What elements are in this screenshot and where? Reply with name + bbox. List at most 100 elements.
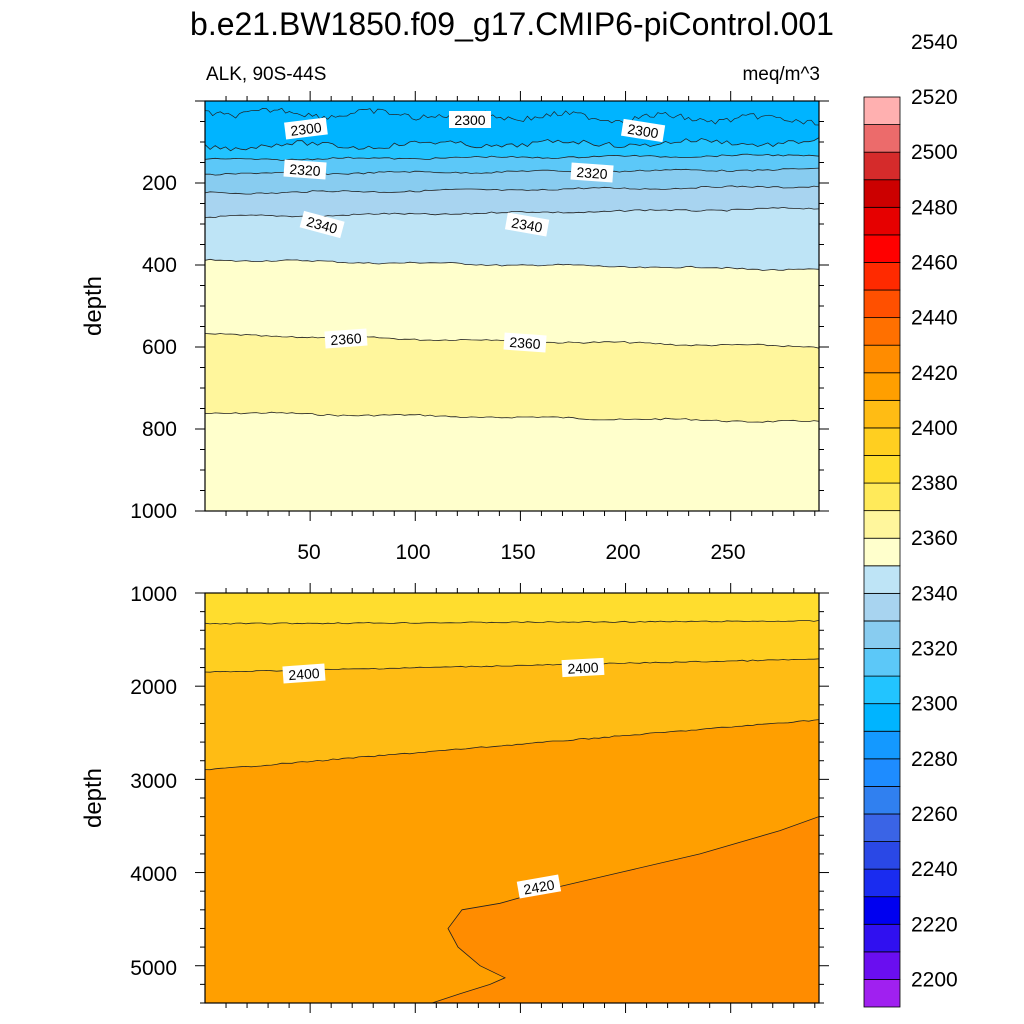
contour-band-2380: [205, 593, 819, 625]
colorbar-swatch: [863, 289, 901, 319]
upper-contour-lines: [205, 107, 819, 423]
upper-axis-ticks: [195, 91, 829, 521]
svg-text:2300: 2300: [454, 112, 485, 128]
colorbar-label: 2500: [911, 141, 958, 164]
colorbar-swatch: [863, 758, 901, 787]
x-tick-label-250: 250: [710, 541, 745, 564]
y-tick-label-400: 400: [142, 254, 177, 277]
colorbar-swatch: [863, 96, 901, 125]
colorbar-swatch: [863, 785, 901, 815]
contour-label-2340-a: 2340: [299, 210, 345, 239]
colorbar-label: 2220: [911, 913, 958, 936]
y-tick-label-1000: 1000: [130, 500, 177, 523]
svg-text:2320: 2320: [576, 164, 608, 182]
contour-label-2420: 2420: [516, 874, 562, 899]
contour-line-2420: [431, 816, 819, 1003]
y-tick-label-600: 600: [142, 336, 177, 359]
x-tick-label-50: 50: [297, 541, 320, 564]
y-tick-label-1000-lower: 1000: [130, 583, 177, 606]
colorbar-label: 2320: [911, 638, 958, 661]
colorbar-swatch: [863, 372, 901, 401]
colorbar-label: 2260: [911, 803, 958, 826]
y-tick-label-3000: 3000: [130, 770, 177, 793]
colorbar-swatch: [863, 703, 901, 732]
y-tick-label-200: 200: [142, 172, 177, 195]
colorbar-swatch: [863, 124, 901, 153]
svg-text:2320: 2320: [289, 161, 321, 179]
colorbar-swatch: [863, 841, 901, 870]
svg-text:2340: 2340: [510, 214, 544, 235]
svg-text:2400: 2400: [288, 665, 320, 683]
contour-line-2370: [205, 411, 819, 423]
lower-panel: 2400 2400 2420 1000 2000 3000 4000 5000 …: [80, 583, 829, 1013]
lower-contour-fills: [205, 593, 819, 1003]
x-tick-label-150: 150: [500, 541, 535, 564]
svg-text:2420: 2420: [522, 876, 556, 897]
colorbar-swatch: [863, 344, 901, 374]
colorbar-label: 2520: [911, 86, 958, 109]
colorbar-swatch: [863, 675, 901, 705]
colorbar-swatch: [863, 730, 901, 760]
contour-line-2310: [205, 153, 819, 162]
upper-panel: 2300 2300 2300 2320 2320 2340: [80, 91, 829, 564]
colorbar: 2200 2220 2240 2260 2280 2300 2320 2340 2360 2380…: [863, 31, 958, 1008]
contour-band-2290: [205, 101, 819, 151]
svg-text:2340: 2340: [305, 213, 339, 237]
colorbar-swatch: [863, 592, 901, 622]
y-tick-label-2000: 2000: [130, 676, 177, 699]
y-tick-label-4000: 4000: [130, 863, 177, 886]
colorbar-swatch: [863, 565, 901, 594]
contour-line-2300: [205, 137, 819, 152]
svg-text:2360: 2360: [509, 334, 541, 352]
colorbar-swatch: [863, 648, 901, 677]
lower-contour-lines: [205, 620, 819, 1003]
contour-label-2360-a: 2360: [324, 328, 368, 349]
contour-label-2300-b: 2300: [449, 111, 491, 128]
x-tick-label-200: 200: [605, 541, 640, 564]
colorbar-label: 2300: [911, 693, 958, 716]
plot-title: b.e21.BW1850.f09_g17.CMIP6-piControl.001: [190, 6, 834, 42]
contour-line-surface: [205, 107, 819, 126]
colorbar-label: 2420: [911, 362, 958, 385]
colorbar-swatch: [863, 262, 901, 291]
colorbar-swatch: [863, 896, 901, 925]
colorbar-swatch: [863, 399, 901, 429]
y-tick-label-5000: 5000: [130, 957, 177, 980]
colorbar-swatch: [863, 979, 901, 1008]
upper-x-tick-labels: 50 100 150 200 250: [297, 541, 745, 564]
contour-label-2400-a: 2400: [282, 663, 326, 684]
colorbar-swatches: [863, 96, 901, 1008]
lower-y-axis-label: depth: [80, 768, 107, 828]
contour-label-2400-b: 2400: [561, 657, 605, 678]
contour-label-2320-a: 2320: [283, 159, 327, 180]
colorbar-swatch: [863, 482, 901, 512]
colorbar-label: 2400: [911, 417, 958, 440]
contour-label-2300-c: 2300: [621, 118, 666, 143]
contour-line-2410: [205, 719, 819, 771]
colorbar-label: 2360: [911, 527, 958, 550]
colorbar-swatch: [863, 179, 901, 208]
variable-region-label: ALK, 90S-44S: [206, 64, 327, 85]
colorbar-label: 2280: [911, 748, 958, 771]
colorbar-labels: 2200 2220 2240 2260 2280 2300 2320 2340 2360 2380…: [911, 31, 958, 992]
svg-text:2300: 2300: [290, 119, 323, 139]
colorbar-label: 2480: [911, 196, 958, 219]
colorbar-swatch: [863, 868, 901, 898]
x-tick-label-100: 100: [395, 541, 430, 564]
colorbar-swatch: [863, 206, 901, 236]
colorbar-swatch: [863, 813, 901, 842]
svg-text:2360: 2360: [330, 330, 362, 348]
colorbar-swatch: [863, 510, 901, 539]
contour-line-2330: [205, 185, 819, 195]
colorbar-swatch: [863, 923, 901, 953]
y-tick-label-800: 800: [142, 418, 177, 441]
colorbar-label: 2460: [911, 252, 958, 275]
upper-y-tick-labels: 200 400 600 800 1000: [130, 172, 177, 523]
colorbar-swatch: [863, 151, 901, 181]
colorbar-swatch: [863, 951, 901, 980]
colorbar-label: 2540: [911, 31, 958, 54]
lower-y-tick-labels: 1000 2000 3000 4000 5000: [130, 583, 177, 980]
colorbar-label: 2200: [911, 968, 958, 991]
colorbar-swatch: [863, 537, 901, 567]
